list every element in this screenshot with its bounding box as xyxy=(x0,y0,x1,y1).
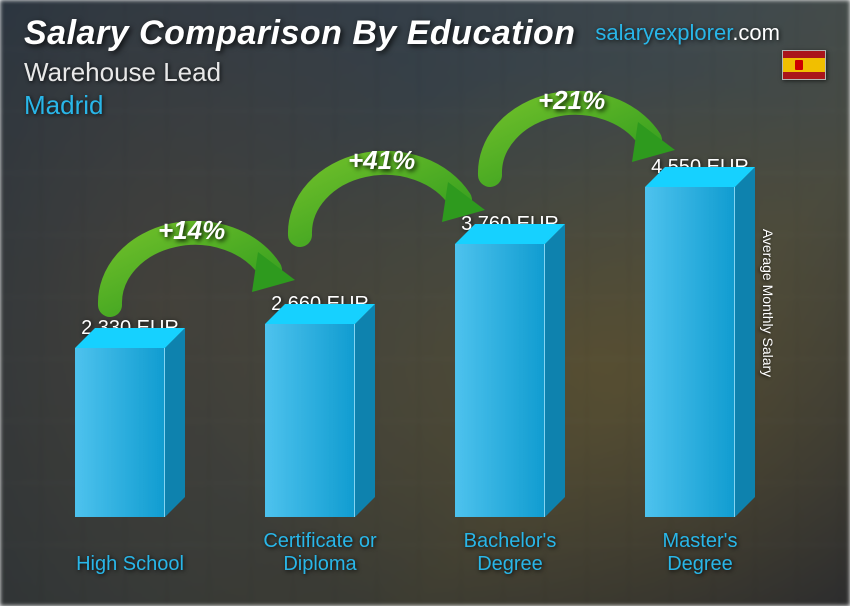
bar-3d xyxy=(645,187,755,517)
category-label: Bachelor'sDegree xyxy=(420,530,600,576)
bar-front xyxy=(75,348,165,517)
bar-front xyxy=(455,244,545,517)
increase-percent-label: +14% xyxy=(158,215,225,246)
category-label: Master'sDegree xyxy=(610,530,790,576)
bar-3d xyxy=(265,324,375,517)
flag-stripe-bot xyxy=(783,72,825,79)
category-label: Certificate orDiploma xyxy=(230,530,410,576)
brand-main: salaryexplorer xyxy=(595,20,732,45)
increase-percent-label: +41% xyxy=(348,145,415,176)
bar-group: 2,660 EURCertificate orDiploma xyxy=(230,293,410,526)
increase-percent-label: +21% xyxy=(538,85,605,116)
bar-group: 2,330 EURHigh School xyxy=(40,317,220,526)
bar-3d xyxy=(455,244,565,517)
bar-group: 4,550 EURMaster'sDegree xyxy=(610,156,790,526)
brand-label: salaryexplorer.com xyxy=(595,20,780,46)
bar-side xyxy=(545,224,565,517)
main-title: Salary Comparison By Education xyxy=(24,14,576,53)
bar-front xyxy=(645,187,735,517)
bar-group: 3,760 EURBachelor'sDegree xyxy=(420,213,600,526)
bar-side xyxy=(165,328,185,517)
infographic-stage: Salary Comparison By Education Warehouse… xyxy=(0,0,850,606)
category-label: High School xyxy=(40,553,220,576)
bar-side xyxy=(355,304,375,517)
brand-domain: .com xyxy=(732,20,780,45)
country-flag-icon xyxy=(782,50,826,80)
flag-coat-of-arms xyxy=(795,60,803,70)
title-block: Salary Comparison By Education Warehouse… xyxy=(24,14,576,121)
job-subtitle: Warehouse Lead xyxy=(24,57,576,88)
flag-stripe-top xyxy=(783,51,825,58)
bar-side xyxy=(735,167,755,517)
bar-front xyxy=(265,324,355,517)
bar-3d xyxy=(75,348,185,517)
bar-chart: 2,330 EURHigh School2,660 EURCertificate… xyxy=(40,106,790,586)
flag-stripe-mid xyxy=(783,58,825,72)
